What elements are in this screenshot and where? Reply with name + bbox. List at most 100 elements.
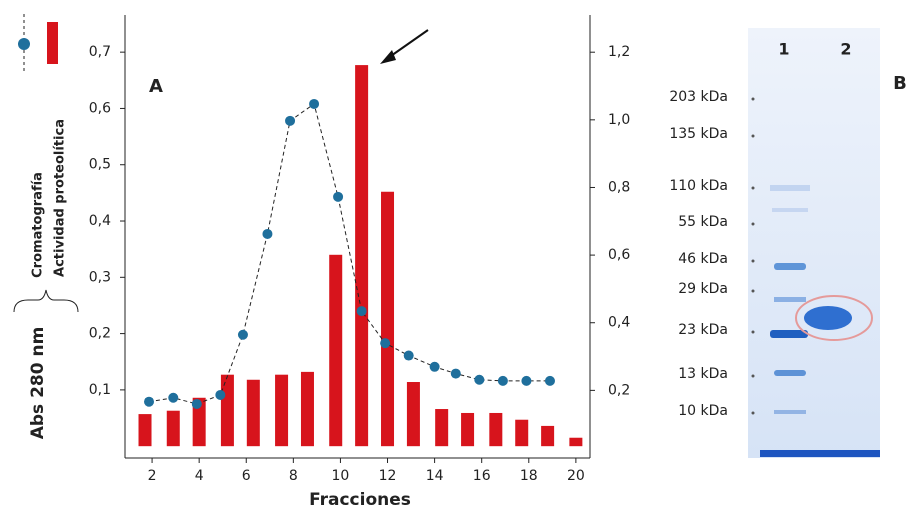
bar — [221, 375, 234, 446]
marker-dot — [752, 331, 755, 334]
marker-label: 23 kDa — [678, 322, 728, 338]
arrow — [388, 30, 428, 58]
lane-label: 2 — [840, 40, 851, 59]
y2-tick-label: 0,8 — [608, 179, 630, 195]
point — [238, 330, 248, 340]
gel-band — [760, 450, 880, 457]
y-tick-label: 0,1 — [89, 382, 111, 398]
arrow-head — [380, 50, 396, 64]
marker-dot — [752, 290, 755, 293]
y-tick-label: 0,4 — [89, 213, 111, 229]
bar — [407, 382, 420, 446]
point — [430, 362, 440, 372]
point — [474, 375, 484, 385]
y-axis-label: Abs 280 nm — [28, 327, 48, 440]
x-tick-label: 14 — [426, 468, 444, 484]
marker-label: 10 kDa — [678, 403, 728, 419]
marker-dot — [752, 187, 755, 190]
marker-dot — [752, 375, 755, 378]
bar — [247, 380, 260, 446]
marker-label: 29 kDa — [678, 281, 728, 297]
legend-label: Cromatografía — [31, 172, 46, 278]
marker-label: 55 kDa — [678, 214, 728, 230]
marker-label: 203 kDa — [669, 89, 728, 105]
y2-tick-label: 1,0 — [608, 112, 630, 128]
point — [521, 376, 531, 386]
x-tick-label: 4 — [195, 468, 204, 484]
x-tick-label: 16 — [473, 468, 491, 484]
x-tick-label: 12 — [379, 468, 397, 484]
y2-tick-label: 0,4 — [608, 315, 630, 331]
bar — [381, 192, 394, 446]
marker-label: 13 kDa — [678, 366, 728, 382]
y2-tick-label: 1,2 — [608, 44, 630, 60]
marker-label: 135 kDa — [669, 126, 728, 142]
point — [357, 306, 367, 316]
bar — [515, 420, 528, 446]
line — [149, 104, 550, 404]
x-tick-label: 20 — [567, 468, 585, 484]
lane-label: 1 — [778, 40, 789, 59]
legend-dot — [18, 38, 30, 50]
gel-band — [770, 185, 810, 191]
gel — [748, 28, 880, 458]
marker-label: 110 kDa — [669, 178, 728, 194]
bar — [275, 375, 288, 446]
point — [380, 338, 390, 348]
x-tick-label: 2 — [148, 468, 157, 484]
marker-dot — [752, 412, 755, 415]
x-tick-label: 6 — [242, 468, 251, 484]
point — [285, 116, 295, 126]
x-tick-label: 10 — [332, 468, 350, 484]
point — [215, 390, 225, 400]
point — [498, 376, 508, 386]
point — [404, 351, 414, 361]
bar — [461, 413, 474, 446]
marker-label: 46 kDa — [678, 251, 728, 267]
panel-label: B — [893, 73, 907, 94]
y-tick-label: 0,3 — [89, 269, 111, 285]
bar — [139, 414, 152, 446]
y-tick-label: 0,2 — [89, 326, 111, 342]
x-tick-label: 8 — [289, 468, 298, 484]
gel-background — [748, 28, 880, 458]
gel-band — [774, 410, 806, 414]
y-tick-label: 0,6 — [89, 100, 111, 116]
y2-tick-label: 0,6 — [608, 247, 630, 263]
gel-band — [774, 370, 806, 376]
bar — [167, 411, 180, 446]
gel-band — [804, 306, 852, 330]
bar — [541, 426, 554, 446]
marker-dot — [752, 260, 755, 263]
panel-label: A — [149, 76, 163, 97]
point — [168, 393, 178, 403]
y-tick-label: 0,7 — [89, 44, 111, 60]
point — [262, 229, 272, 239]
marker-dot — [752, 98, 755, 101]
gel-band — [774, 263, 806, 270]
point — [333, 192, 343, 202]
marker-dot — [752, 223, 755, 226]
x-tick-label: 18 — [520, 468, 538, 484]
legend-label: Actividad proteolítica — [53, 119, 68, 277]
point — [545, 376, 555, 386]
bar — [355, 65, 368, 446]
legend-bar — [47, 22, 58, 64]
point — [144, 397, 154, 407]
marker-dot — [752, 135, 755, 138]
point — [309, 99, 319, 109]
figure: Cromatografía Actividad proteolítica Abs… — [0, 0, 908, 512]
gel-band — [772, 208, 808, 212]
brace — [14, 290, 78, 312]
y-tick-label: 0,5 — [89, 157, 111, 173]
y2-tick-label: 0,2 — [608, 382, 630, 398]
bar — [301, 372, 314, 446]
x-axis-label: Fracciones — [309, 490, 411, 510]
bar — [329, 255, 342, 446]
gel-band — [774, 297, 806, 302]
bar — [569, 438, 582, 446]
point — [192, 399, 202, 409]
bar — [435, 409, 448, 446]
bar — [489, 413, 502, 446]
point — [451, 369, 461, 379]
